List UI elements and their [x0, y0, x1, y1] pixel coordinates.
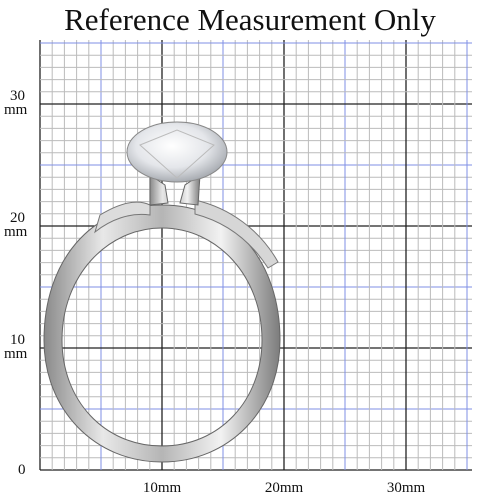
origin-label: 0	[18, 462, 26, 478]
side-stones-right	[194, 199, 279, 269]
x-label: 30mm	[387, 480, 426, 496]
y-label-unit: mm	[4, 102, 28, 118]
prongs	[149, 174, 201, 206]
y-label-number: 30	[10, 88, 25, 104]
y-label-number: 20	[10, 210, 25, 226]
x-label: 10mm	[143, 480, 182, 496]
ring-band	[43, 204, 281, 463]
ring	[43, 121, 281, 463]
y-label-number: 10	[10, 332, 25, 348]
title: Reference Measurement Only	[64, 2, 436, 37]
stone-facets	[139, 129, 215, 179]
side-stones-left	[94, 201, 151, 234]
x-label: 20mm	[265, 480, 304, 496]
y-label-unit: mm	[4, 346, 28, 362]
center-stone	[126, 121, 228, 183]
y-label-unit: mm	[4, 224, 28, 240]
